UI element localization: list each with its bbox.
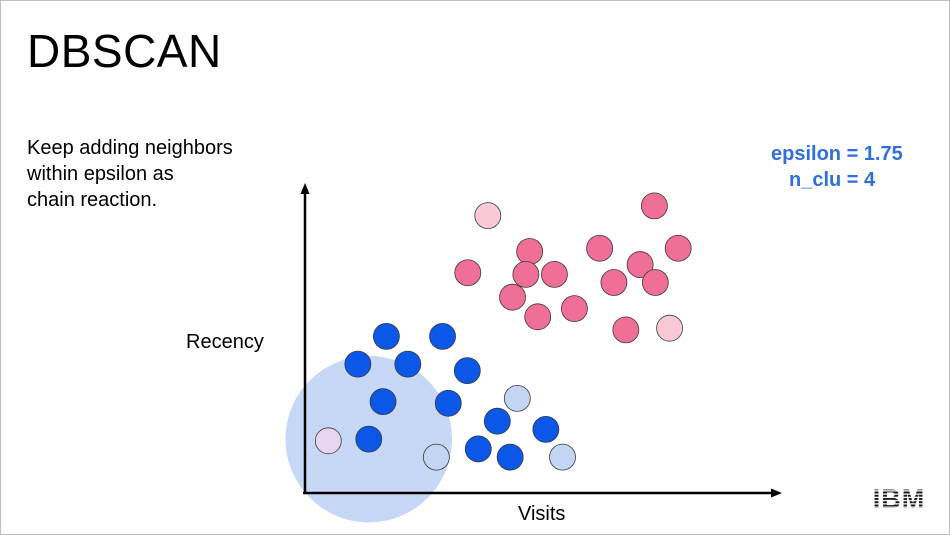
data-point [641, 269, 669, 296]
data-point [344, 350, 372, 378]
data-point [474, 202, 502, 230]
description-line-1: Keep adding neighbors [27, 137, 233, 159]
data-point [453, 357, 481, 385]
data-point [640, 192, 668, 220]
description-line-3: chain reaction. [27, 189, 158, 211]
data-point [503, 384, 531, 412]
slide-title: DBSCAN [27, 25, 222, 77]
data-point [612, 316, 640, 344]
description-line-2: within epsilon as [27, 163, 174, 185]
data-point [429, 322, 456, 350]
data-point [483, 407, 511, 435]
cluster-count-value: n_clu = 4 [789, 169, 876, 191]
data-point [314, 427, 342, 455]
data-point [434, 389, 462, 417]
data-point [355, 425, 383, 453]
data-point [454, 259, 482, 287]
y-axis-arrow-icon [300, 183, 310, 194]
y-axis-label: Recency [186, 331, 264, 353]
data-point [516, 238, 544, 265]
x-axis-arrow-icon [771, 488, 782, 498]
data-point [561, 295, 588, 323]
data-point [394, 350, 422, 378]
data-point [541, 260, 568, 288]
ibm-logo: IBM [873, 485, 926, 511]
data-point [464, 435, 492, 463]
x-axis-label: Visits [518, 503, 566, 525]
data-point [499, 283, 526, 311]
data-point [626, 251, 654, 278]
data-point [372, 322, 400, 350]
data-point [422, 443, 450, 471]
data-point [512, 260, 540, 288]
data-point [524, 303, 552, 331]
data-point [664, 234, 692, 262]
data-point [549, 443, 576, 471]
data-point [656, 314, 684, 342]
data-point [369, 388, 397, 416]
data-point [496, 443, 524, 471]
data-point [532, 415, 560, 443]
epsilon-value: epsilon = 1.75 [771, 143, 903, 165]
data-point [600, 269, 628, 296]
description-text: Keep adding neighbors within epsilon as … [27, 135, 287, 213]
ibm-logo-text: IBM [873, 485, 926, 511]
data-point [586, 234, 614, 262]
